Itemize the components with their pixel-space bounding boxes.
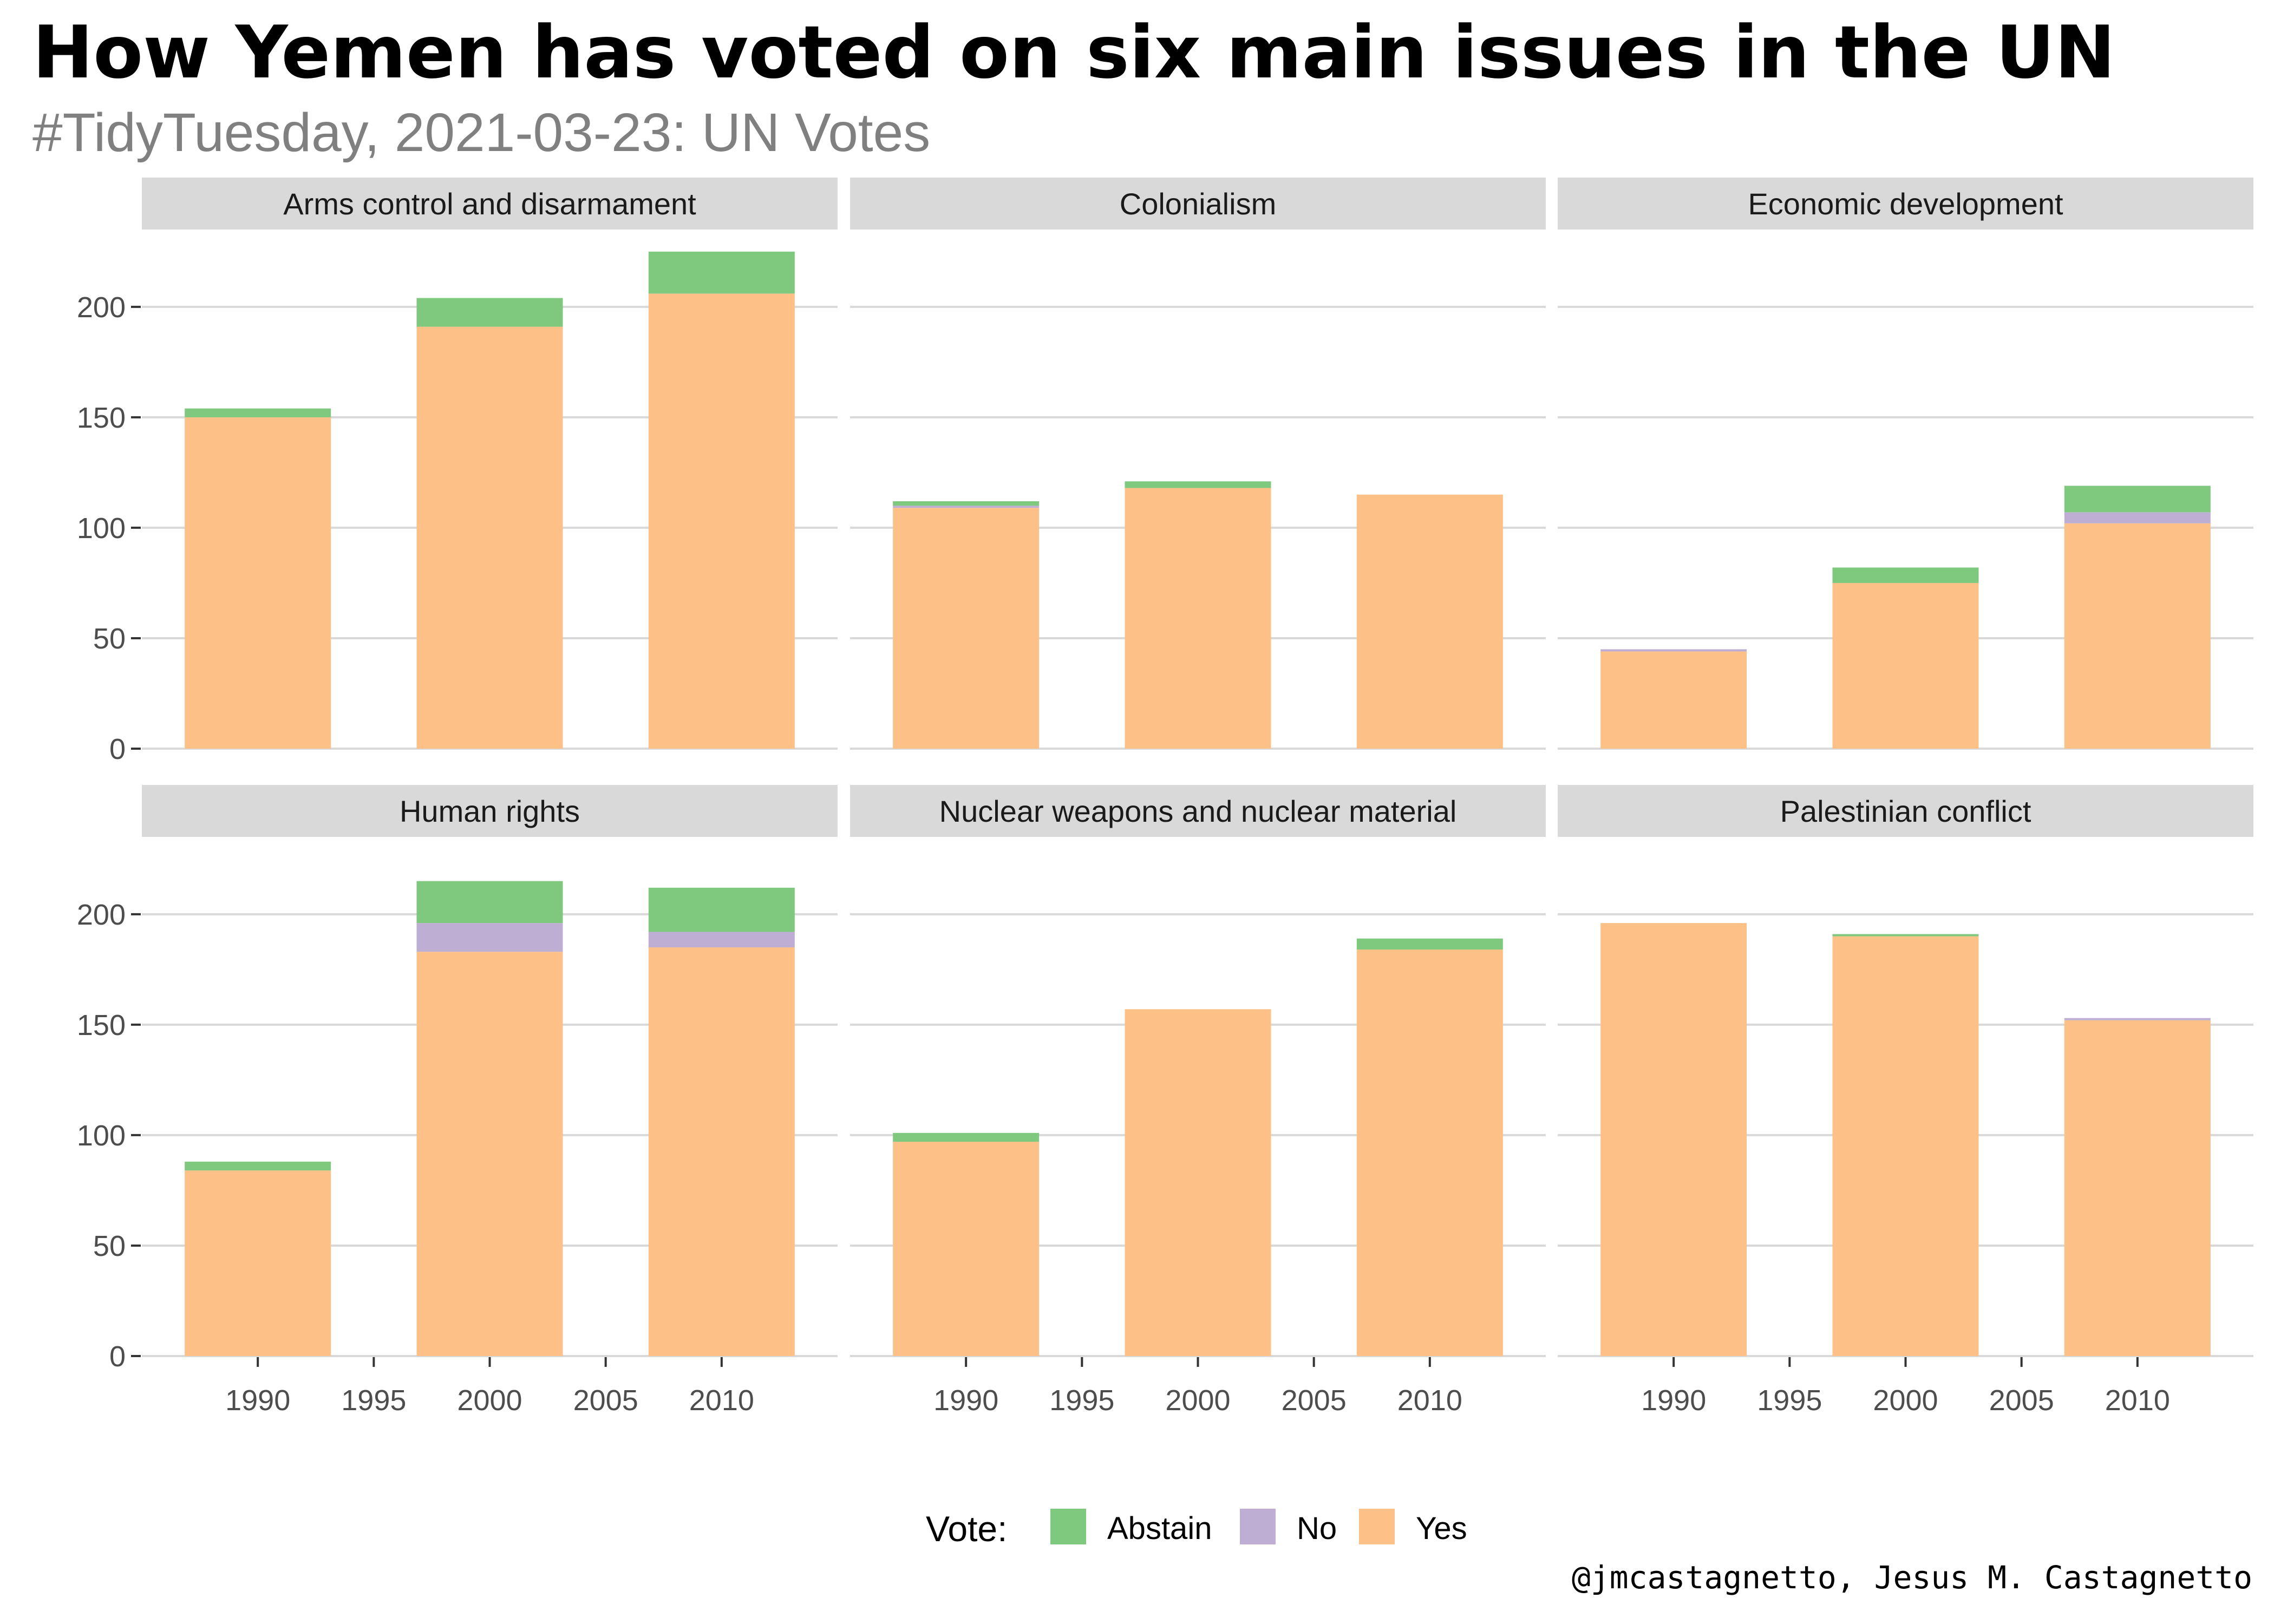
legend-label-no: No [1297,1511,1337,1546]
facet-strip [850,785,1546,837]
x-tick-label: 2010 [1397,1384,1462,1417]
bar-abstain-2000 [416,298,563,327]
bar-yes-2010 [2064,1020,2211,1356]
y-tick-label: 200 [77,899,126,931]
bar-abstain-2000 [1125,481,1271,488]
x-tick-label: 1990 [225,1384,290,1417]
bar-yes-2010 [1356,949,1503,1356]
facet-strip [1558,178,2253,230]
x-tick-label: 2000 [1165,1384,1230,1417]
y-tick-label: 150 [77,402,126,434]
bar-yes-2010 [2064,523,2211,749]
bar-abstain-1990 [185,1161,331,1171]
bar-yes-1990 [893,1142,1040,1356]
bar-yes-2000 [1125,488,1271,749]
bar-yes-2000 [1832,936,1979,1356]
bar-abstain-2010 [2064,486,2211,513]
bar-yes-2010 [648,947,795,1356]
x-tick-label: 1995 [1049,1384,1114,1417]
chart-subtitle: #TidyTuesday, 2021-03-23: UN Votes [32,102,931,163]
facet-strip-label: Nuclear weapons and nuclear material [939,794,1457,828]
x-tick-label: 1990 [1641,1384,1706,1417]
bar-no-2010 [2064,1018,2211,1020]
facet-colonialism: Colonialism [850,178,1546,750]
legend-title: Vote: [926,1509,1007,1549]
bar-yes-2000 [1125,1009,1271,1356]
legend-swatch-no [1240,1509,1276,1544]
facet-nuclear-weapons-and-nuclear-material: Nuclear weapons and nuclear material 1990… [850,785,1546,1417]
bar-yes-2010 [1356,494,1503,749]
bar-yes-2000 [416,952,563,1356]
bar-abstain-2010 [1356,938,1503,950]
facet-strip [1558,785,2253,837]
bar-abstain-1990 [893,1132,1040,1142]
facet-strip [142,178,838,230]
facet-palestinian-conflict: Palestinian conflict 1990 1995 2000 2005 2010 [1558,785,2253,1417]
x-tick-label: 2005 [1282,1384,1347,1417]
bar-no-2000 [416,923,563,952]
chart-title: How Yemen has voted on six main issues i… [32,10,2115,95]
bar-abstain-1990 [893,501,1040,506]
y-tick-label: 50 [93,623,126,655]
legend: Vote: Abstain No Yes [926,1509,1467,1549]
bar-abstain-2010 [648,887,795,932]
bar-yes-2000 [416,326,563,749]
x-tick-label: 2005 [1989,1384,2054,1417]
y-tick-label: 150 [77,1009,126,1042]
x-tick-label: 1995 [1757,1384,1822,1417]
x-tick-label: 1995 [341,1384,406,1417]
facet-strip-label: Arms control and disarmament [283,187,696,221]
bar-yes-1990 [1600,923,1747,1356]
bar-abstain-2000 [1832,567,1979,583]
bar-abstain-1990 [185,408,331,417]
bar-abstain-2010 [648,251,795,294]
facet-human-rights: Human rights 0 50 100 150 200 1990 1995 2000 2005… [77,785,838,1417]
bar-yes-2010 [648,293,795,749]
chart-caption: @jmcastagnetto, Jesus M. Castagnetto [1571,1559,2252,1596]
y-tick-label: 100 [77,1119,126,1152]
facet-strip-label: Palestinian conflict [1780,794,2031,828]
facet-economic-development: Economic development [1558,178,2253,750]
bar-no-2010 [648,932,795,948]
facet-strip-label: Economic development [1748,187,2063,221]
y-tick-label: 200 [77,291,126,324]
y-tick-label: 100 [77,512,126,545]
x-tick-label: 2000 [457,1384,522,1417]
facet-strip [142,785,838,837]
facet-strip-label: Colonialism [1120,187,1276,221]
bar-yes-1990 [893,508,1040,749]
bar-no-2010 [2064,512,2211,523]
bar-yes-1990 [185,1170,331,1356]
bar-abstain-2000 [1832,934,1979,937]
x-tick-label: 1990 [933,1384,998,1417]
y-tick-label: 0 [109,733,126,765]
legend-label-yes: Yes [1416,1511,1467,1546]
legend-swatch-yes [1359,1509,1395,1544]
y-tick-label: 0 [109,1340,126,1373]
x-tick-label: 2010 [2105,1384,2170,1417]
legend-label-abstain: Abstain [1107,1511,1212,1546]
bar-yes-1990 [185,417,331,749]
facet-strip [850,178,1546,230]
legend-swatch-abstain [1050,1509,1086,1544]
x-tick-label: 2005 [573,1384,638,1417]
bar-yes-1990 [1600,651,1747,749]
x-tick-label: 2000 [1873,1384,1938,1417]
facet-strip-label: Human rights [400,794,580,828]
bar-yes-2000 [1832,582,1979,749]
bar-no-1990 [1600,649,1747,652]
y-tick-label: 50 [93,1230,126,1262]
bar-abstain-2000 [416,881,563,924]
x-tick-label: 2010 [689,1384,754,1417]
facet-arms-control-and-disarmament: Arms control and disarmament 0 50 100 150 200 [77,178,838,765]
bar-no-1990 [893,506,1040,508]
